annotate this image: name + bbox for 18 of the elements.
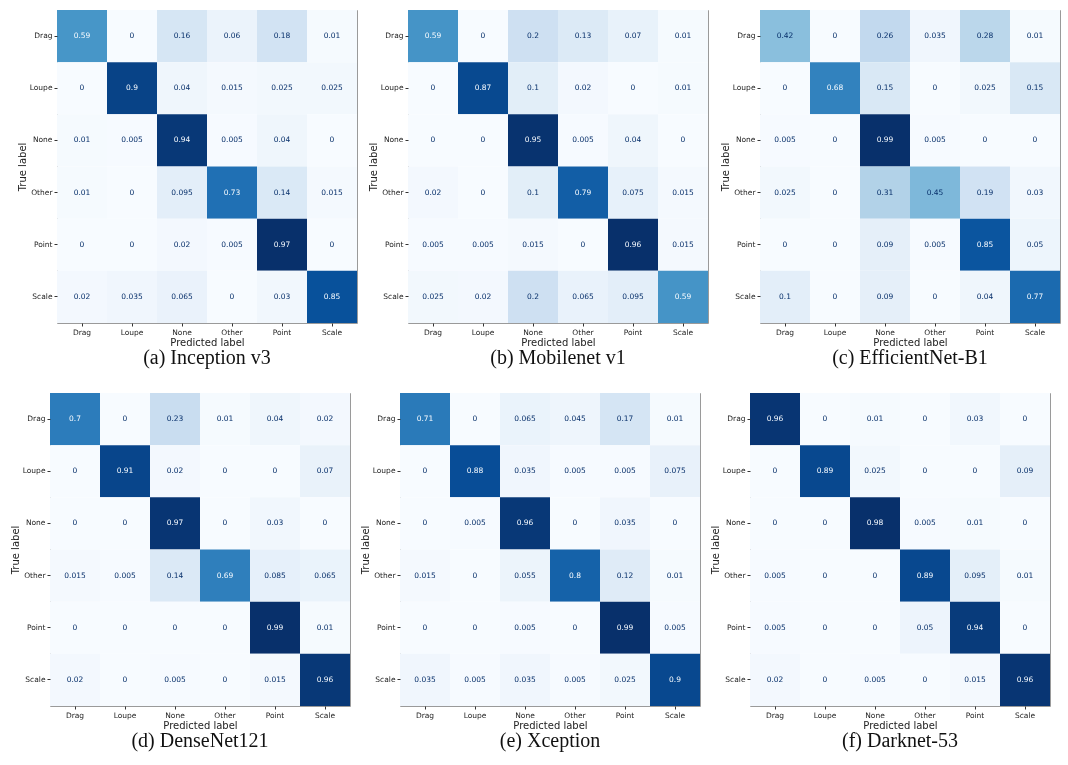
x-axis-title: Predicted label <box>863 720 938 731</box>
y-axis-title: True label <box>719 142 731 193</box>
text: (e) Xception <box>499 728 601 752</box>
y-axis-title: True label <box>9 525 21 576</box>
text: (d) DenseNet121 <box>131 728 269 752</box>
text: (c) EfficientNet-B1 <box>832 345 988 369</box>
text: (f) Darknet-53 <box>841 728 959 752</box>
text: (a) Inception v3 <box>143 345 271 369</box>
y-axis-title: True label <box>16 142 28 193</box>
y-axis-title: True label <box>367 142 379 193</box>
x-axis-title: Predicted label <box>163 720 238 731</box>
y-axis-title: True label <box>709 525 721 576</box>
x-axis-title: Predicted label <box>521 337 596 348</box>
x-axis-title: Predicted label <box>170 337 245 348</box>
y-axis-title: True label <box>359 525 371 576</box>
text: (b) Mobilenet v1 <box>490 345 626 369</box>
x-axis-title: Predicted label <box>513 720 588 731</box>
x-axis-title: Predicted label <box>873 337 948 348</box>
